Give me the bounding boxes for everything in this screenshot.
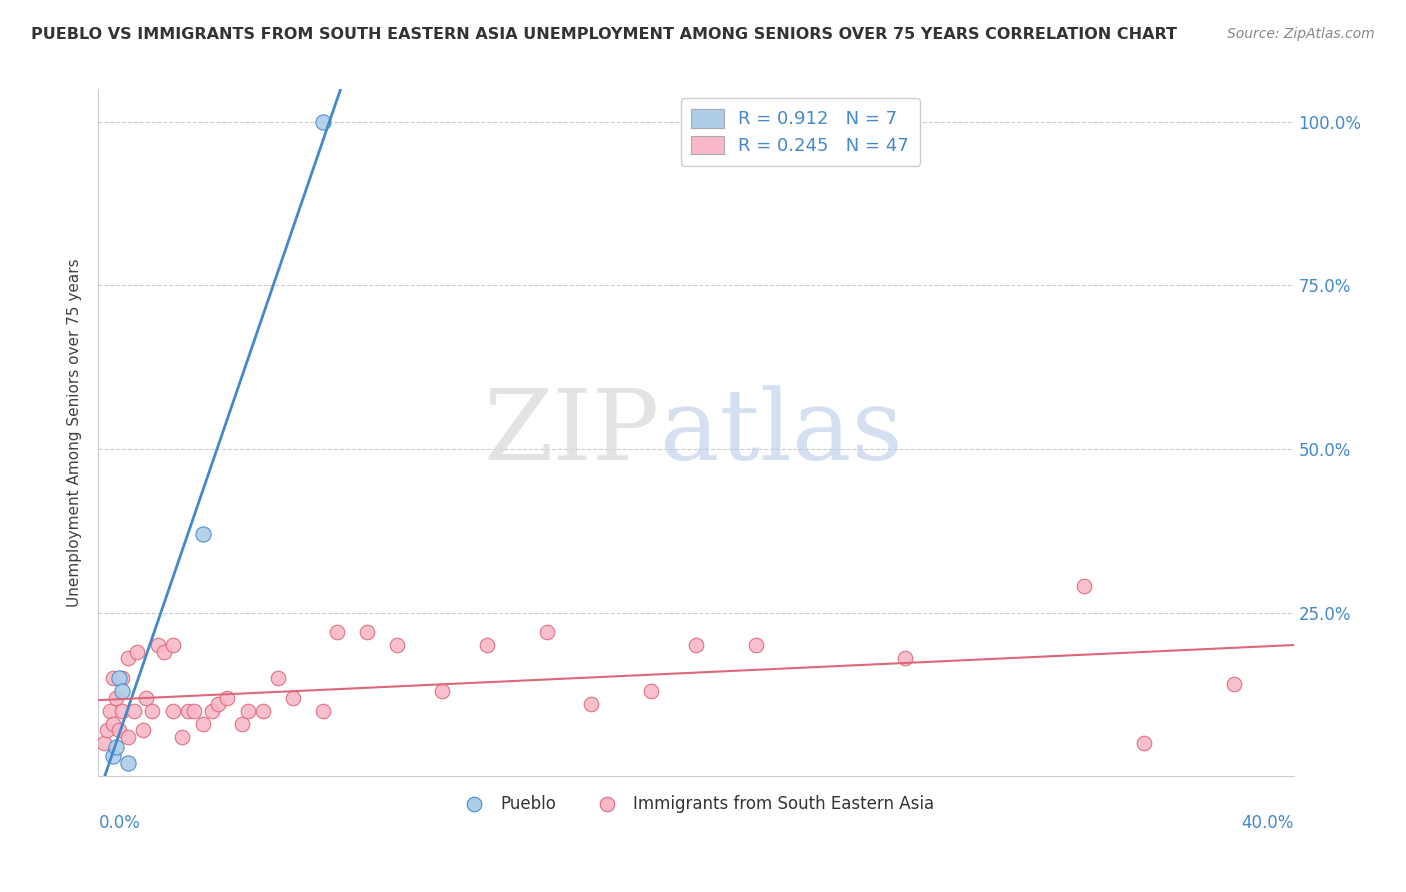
Point [111, 671, 134, 685]
Text: 0.0%: 0.0% [98, 814, 141, 832]
Point [536, 625, 558, 640]
Point [1223, 677, 1246, 691]
Point [135, 690, 157, 705]
Point [111, 704, 134, 718]
Point [191, 527, 214, 541]
Point [108, 671, 131, 685]
Point [148, 638, 170, 652]
Point [311, 704, 333, 718]
Point [141, 704, 163, 718]
Point [132, 723, 155, 738]
Point [127, 645, 149, 659]
Point [172, 730, 194, 744]
Point [117, 651, 139, 665]
Text: atlas: atlas [661, 384, 903, 481]
Point [430, 684, 453, 698]
Point [356, 625, 378, 640]
Point [183, 704, 205, 718]
Point [581, 697, 603, 711]
Point [1073, 579, 1095, 593]
Point [281, 690, 304, 705]
Y-axis label: Unemployment Among Seniors over 75 years: Unemployment Among Seniors over 75 years [67, 259, 83, 607]
Text: PUEBLO VS IMMIGRANTS FROM SOUTH EASTERN ASIA UNEMPLOYMENT AMONG SENIORS OVER 75 : PUEBLO VS IMMIGRANTS FROM SOUTH EASTERN … [31, 27, 1177, 42]
Point [685, 638, 707, 652]
Point [105, 739, 128, 754]
Point [117, 730, 139, 744]
Point [105, 690, 128, 705]
Point [103, 749, 125, 764]
Point [1133, 736, 1156, 750]
Point [475, 638, 498, 652]
Point [117, 756, 139, 770]
Point [385, 638, 409, 652]
Point [162, 638, 184, 652]
Point [326, 625, 349, 640]
Point [207, 697, 229, 711]
Point [894, 651, 917, 665]
Text: 40.0%: 40.0% [1241, 814, 1294, 832]
Point [267, 671, 290, 685]
Point [201, 704, 224, 718]
Point [640, 684, 662, 698]
Point [93, 736, 115, 750]
Text: Source: ZipAtlas.com: Source: ZipAtlas.com [1227, 27, 1375, 41]
Point [252, 704, 274, 718]
Point [96, 723, 118, 738]
Point [124, 704, 146, 718]
Point [103, 671, 125, 685]
Point [98, 704, 122, 718]
Legend: Pueblo, Immigrants from South Eastern Asia: Pueblo, Immigrants from South Eastern As… [451, 788, 941, 819]
Text: ZIP: ZIP [484, 384, 661, 481]
Point [311, 115, 333, 129]
Point [153, 645, 176, 659]
Point [236, 704, 259, 718]
Point [111, 684, 134, 698]
Point [103, 716, 125, 731]
Point [177, 704, 200, 718]
Point [745, 638, 768, 652]
Point [162, 704, 184, 718]
Point [215, 690, 238, 705]
Point [231, 716, 253, 731]
Point [108, 723, 131, 738]
Point [191, 716, 214, 731]
